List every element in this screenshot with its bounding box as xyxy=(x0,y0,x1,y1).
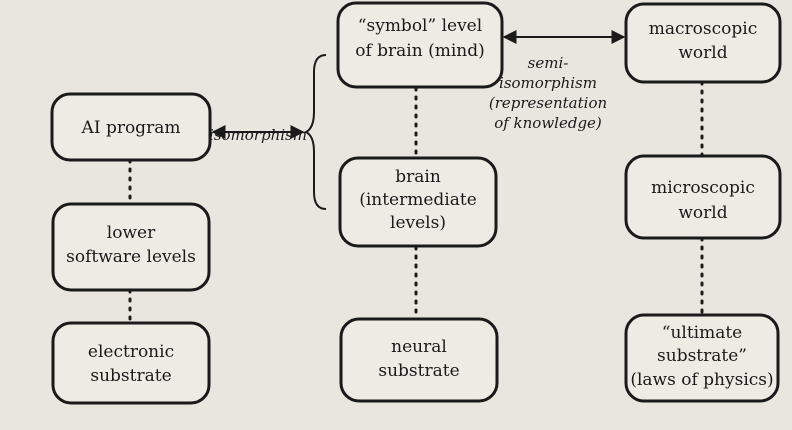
node-label-line: substrate” xyxy=(657,346,747,366)
node-label-line: of brain (mind) xyxy=(355,41,485,61)
semi-isomorphism-label: semi- isomorphism (representation of kno… xyxy=(489,54,607,132)
node-label-line: substrate xyxy=(90,366,171,386)
node-ai-program: AI program xyxy=(50,92,212,162)
semi-isomorphism-label-line: isomorphism xyxy=(499,74,597,92)
node-label-line: world xyxy=(678,203,727,223)
node-label-line: macroscopic xyxy=(649,19,757,39)
node-label-line: levels) xyxy=(390,213,446,233)
node-box xyxy=(51,321,211,405)
node-label-line: substrate xyxy=(378,361,459,381)
semi-isomorphism-label-line: semi- xyxy=(528,54,569,72)
node-label-line: “symbol” level xyxy=(358,16,482,36)
node-label-line: microscopic xyxy=(651,178,755,198)
node-symbol-level: “symbol” level of brain (mind) xyxy=(336,1,504,89)
node-neural-substrate: neural substrate xyxy=(339,317,499,403)
node-box xyxy=(624,313,780,403)
node-label-line: “ultimate xyxy=(662,323,743,343)
dotted-connectors xyxy=(128,80,704,324)
node-label-line: world xyxy=(678,43,727,63)
semi-isomorphism-label-line: (representation xyxy=(489,94,607,112)
node-box xyxy=(336,1,504,89)
node-brain-intermediate: brain (intermediate levels) xyxy=(338,156,498,248)
node-box xyxy=(338,156,498,248)
node-label-line: software levels xyxy=(66,247,196,267)
node-macroscopic-world: macroscopic world xyxy=(624,2,782,84)
node-label-line: neural xyxy=(391,337,447,357)
semi-isomorphism-label-line: of knowledge) xyxy=(494,114,602,132)
node-electronic-substrate: electronic substrate xyxy=(51,321,211,405)
node-box xyxy=(624,2,782,84)
node-lower-software-levels: lower software levels xyxy=(51,202,211,292)
node-label-line: brain xyxy=(395,167,441,187)
node-label-line: (laws of physics) xyxy=(630,370,773,390)
brace xyxy=(303,54,327,210)
node-label-line: AI program xyxy=(81,118,181,138)
node-label-line: electronic xyxy=(88,342,174,362)
node-label-line: lower xyxy=(107,223,156,243)
node-box xyxy=(50,92,212,162)
isomorphism-label: isomorphism xyxy=(209,126,307,144)
node-microscopic-world: microscopic world xyxy=(624,154,782,240)
node-ultimate-substrate: “ultimate substrate” (laws of physics) xyxy=(624,313,780,403)
node-label-line: (intermediate xyxy=(359,190,477,210)
node-box xyxy=(624,154,782,240)
node-box xyxy=(339,317,499,403)
node-box xyxy=(51,202,211,292)
